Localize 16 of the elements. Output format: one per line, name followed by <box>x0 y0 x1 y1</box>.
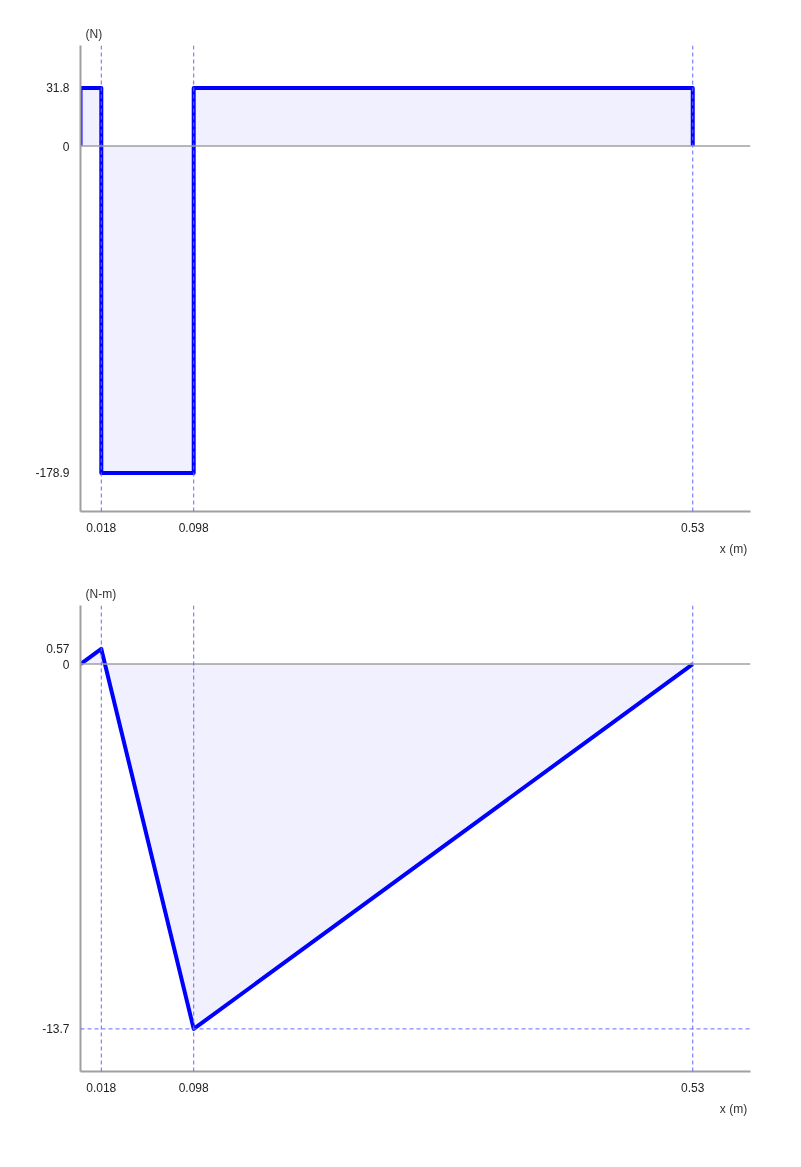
x-tick-label: 0.53 <box>681 1080 705 1095</box>
x-tick-label: 0.53 <box>681 520 705 535</box>
y-tick-label: 0 <box>62 657 70 672</box>
y-tick-label: 0.57 <box>46 642 70 657</box>
y-tick-label: 0 <box>62 139 70 154</box>
x-tick-label: 0.018 <box>86 1080 117 1095</box>
y-tick-label: 31.8 <box>46 81 70 96</box>
y-tick-label: -13.7 <box>42 1022 70 1037</box>
y-axis-title: (N-m) <box>85 586 117 601</box>
x-tick-label: 0.098 <box>178 1080 210 1095</box>
x-axis-title: x (m) <box>719 541 748 556</box>
x-tick-label: 0.018 <box>86 520 117 535</box>
x-tick-label: 0.098 <box>178 520 210 535</box>
x-axis-title: x (m) <box>719 1101 748 1116</box>
y-tick-label: -178.9 <box>35 466 70 481</box>
y-axis-title: (N) <box>85 26 103 41</box>
